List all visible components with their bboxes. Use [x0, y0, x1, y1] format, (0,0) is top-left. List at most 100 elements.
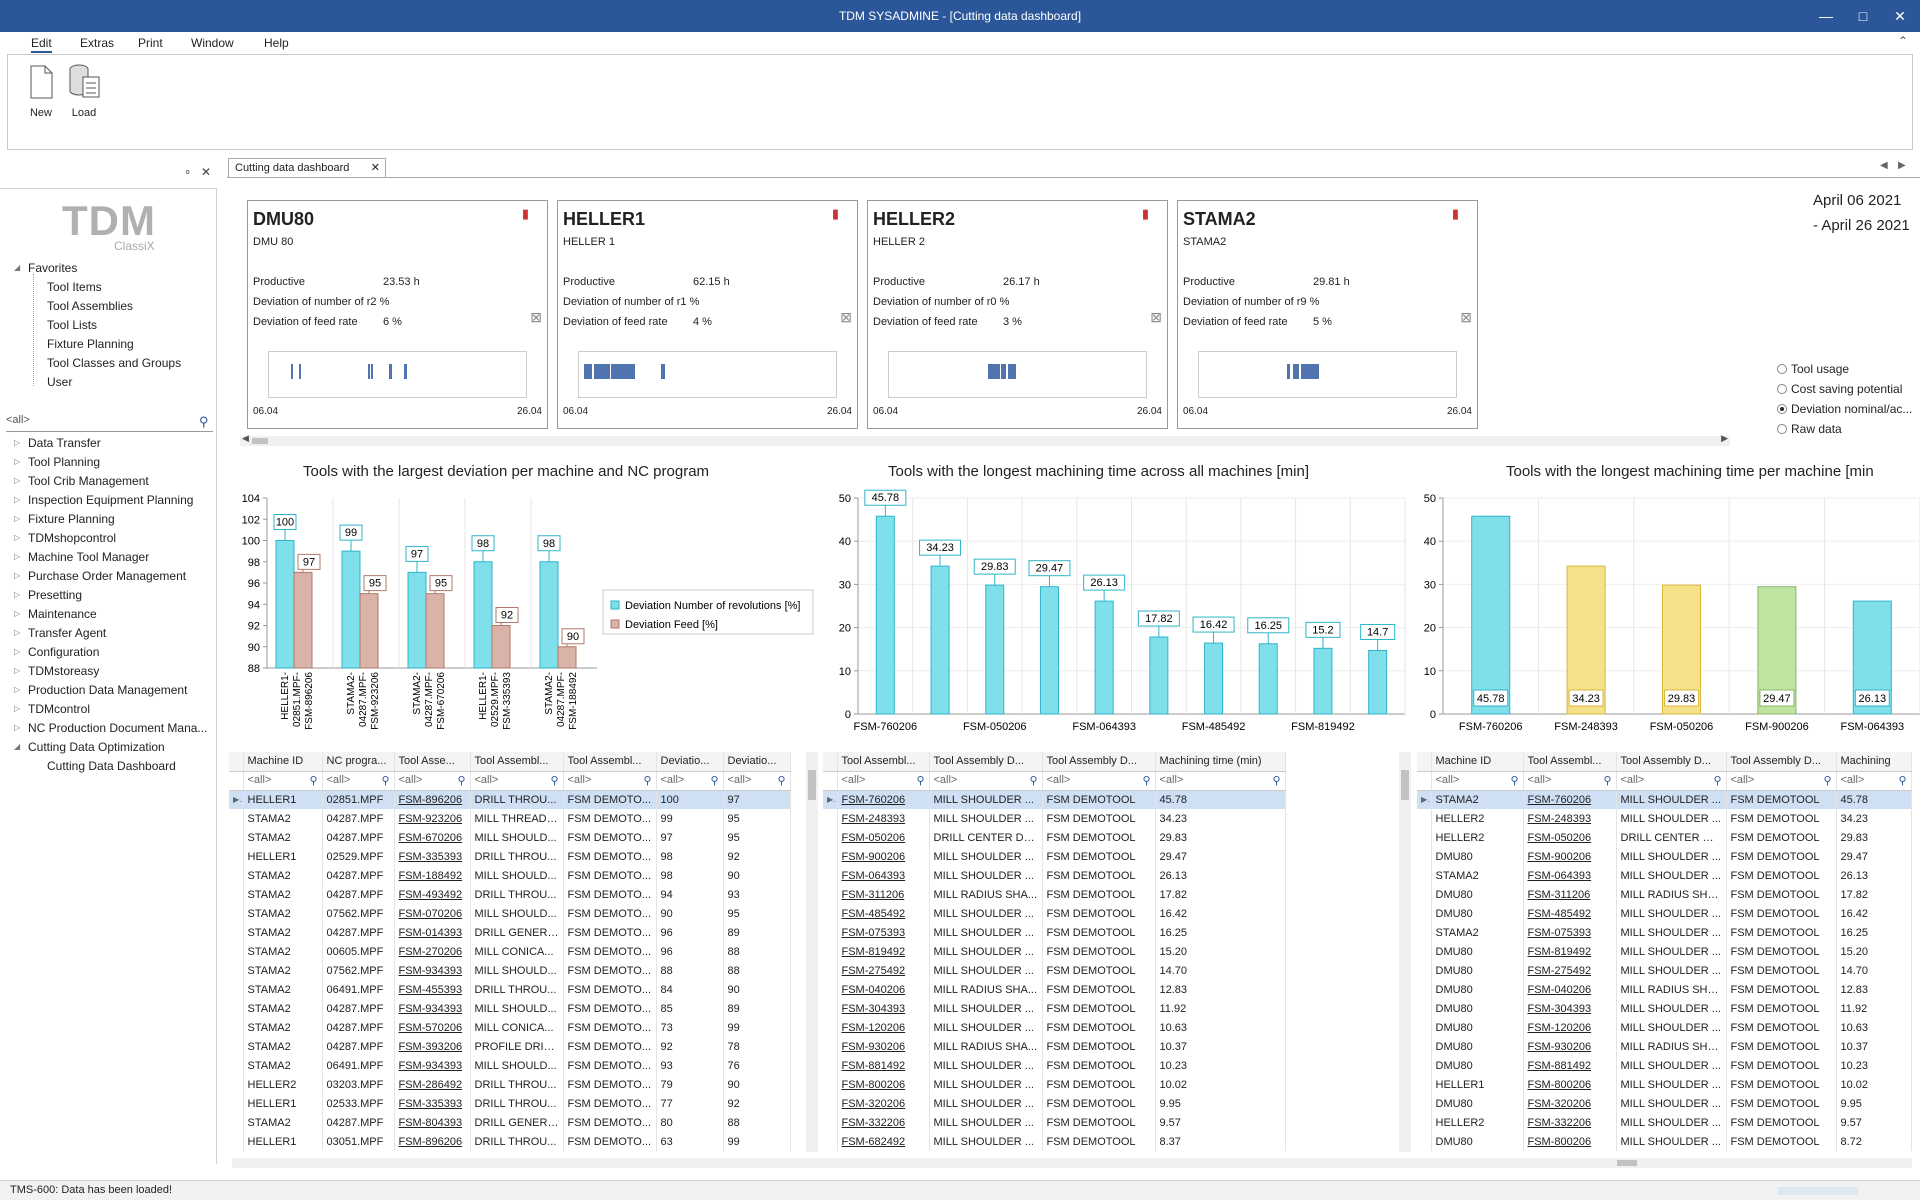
search-icon[interactable]: ⚲: [199, 414, 209, 429]
table-row[interactable]: DMU80 FSM-311206 MILL RADIUS SHA... FSM DEM…: [1417, 885, 1912, 904]
table-row[interactable]: STAMA2 04287.MPF FSM-804393 DRILL GENERA...…: [229, 1113, 791, 1132]
pin-icon[interactable]: ⚬: [183, 167, 193, 179]
tool-assembly-link[interactable]: FSM-075393: [837, 923, 930, 942]
tool-assembly-link[interactable]: FSM-485492: [837, 904, 930, 923]
table-row[interactable]: FSM-900206 MILL SHOULDER ... FSM DEMOTOOL 2…: [823, 847, 1286, 866]
tool-assembly-link[interactable]: FSM-332206: [1523, 1113, 1617, 1132]
tool-assembly-link[interactable]: FSM-014393: [394, 923, 471, 942]
grid1-scrollbar[interactable]: [806, 752, 818, 1152]
panel-close-icon[interactable]: ✕: [201, 165, 212, 179]
content-horizontal-scrollbar[interactable]: [232, 1158, 1912, 1168]
tree-module-item[interactable]: Purchase Order Management: [28, 569, 187, 583]
tool-assembly-link[interactable]: FSM-248393: [1523, 809, 1617, 828]
tool-assembly-link[interactable]: FSM-900206: [1523, 847, 1617, 866]
minimize-icon[interactable]: —: [1819, 8, 1833, 24]
column-header[interactable]: Deviatio...: [656, 752, 724, 772]
table-row[interactable]: FSM-248393 MILL SHOULDER ... FSM DEMOTOOL 3…: [823, 809, 1286, 828]
table-row[interactable]: ▶ STAMA2 FSM-760206 MILL SHOULDER ... FSM DE…: [1417, 790, 1912, 809]
tool-assembly-link[interactable]: FSM-670206: [394, 828, 471, 847]
tree-module-item[interactable]: TDMshopcontrol: [28, 531, 117, 545]
tool-assembly-link[interactable]: FSM-896206: [394, 790, 471, 809]
tool-assembly-link[interactable]: FSM-934393: [394, 1056, 471, 1075]
expand-icon[interactable]: ◢: [14, 742, 21, 751]
table-row[interactable]: STAMA2 04287.MPF FSM-393206 PROFILE DRILL..…: [229, 1037, 791, 1056]
expand-icon[interactable]: ▷: [14, 571, 21, 580]
tree-module-item[interactable]: Tool Planning: [28, 455, 101, 469]
view-radio[interactable]: Raw data: [1777, 422, 1842, 436]
table-row[interactable]: DMU80 FSM-930206 MILL RADIUS SHA... FSM DEM…: [1417, 1037, 1912, 1056]
table-row[interactable]: STAMA2 04287.MPF FSM-670206 MILL SHOULD... F…: [229, 828, 791, 847]
tool-assembly-link[interactable]: FSM-493492: [394, 885, 471, 904]
expand-card-icon[interactable]: ⊠: [1460, 309, 1472, 325]
tree-module-item[interactable]: TDMcontrol: [28, 702, 91, 716]
expand-icon[interactable]: ▷: [14, 552, 21, 561]
tool-assembly-link[interactable]: FSM-800206: [837, 1075, 930, 1094]
tree-module-item[interactable]: Configuration: [28, 645, 100, 659]
machine-card[interactable]: HELLER2 HELLER 2 ▮ Productive 26.17 h De…: [867, 200, 1168, 429]
table-row[interactable]: FSM-819492 MILL SHOULDER ... FSM DEMOTOOL 1…: [823, 942, 1286, 961]
close-icon[interactable]: ✕: [1894, 8, 1906, 24]
expand-icon[interactable]: ▷: [14, 723, 21, 732]
radio-icon[interactable]: [1777, 404, 1787, 414]
column-header[interactable]: Tool Assembly D...: [929, 752, 1043, 772]
expand-card-icon[interactable]: ⊠: [1150, 309, 1162, 325]
table-row[interactable]: FSM-485492 MILL SHOULDER ... FSM DEMOTOOL 1…: [823, 904, 1286, 923]
table-row[interactable]: HELLER1 02529.MPF FSM-335393 DRILL THROU...…: [229, 847, 791, 866]
tree-cutting-data-dashboard[interactable]: Cutting Data Dashboard: [47, 759, 176, 773]
table-row[interactable]: DMU80 FSM-900206 MILL SHOULDER ... FSM DEMO…: [1417, 847, 1912, 866]
tree-favorite-item[interactable]: Tool Items: [47, 280, 102, 294]
tool-assembly-link[interactable]: FSM-064393: [1523, 866, 1617, 885]
tool-assembly-link[interactable]: FSM-760206: [837, 790, 930, 809]
table-row[interactable]: HELLER2 FSM-248393 MILL SHOULDER ... FSM DE…: [1417, 809, 1912, 828]
table-row[interactable]: HELLER1 03051.MPF FSM-896206 DRILL THROU...…: [229, 1132, 791, 1151]
tool-assembly-link[interactable]: FSM-881492: [1523, 1056, 1617, 1075]
table-row[interactable]: HELLER2 FSM-050206 DRILL CENTER DR... FSM D…: [1417, 828, 1912, 847]
tree-module-item[interactable]: Inspection Equipment Planning: [28, 493, 194, 507]
expand-icon[interactable]: ▷: [14, 476, 21, 485]
column-header[interactable]: Tool Assembl...: [470, 752, 564, 772]
view-radio[interactable]: Cost saving potential: [1777, 382, 1902, 396]
tool-assembly-link[interactable]: FSM-050206: [1523, 828, 1617, 847]
table-row[interactable]: DMU80 FSM-819492 MILL SHOULDER ... FSM DEMO…: [1417, 942, 1912, 961]
column-filter-input[interactable]: <all> ⚲: [1155, 771, 1286, 791]
tool-assembly-link[interactable]: FSM-485492: [1523, 904, 1617, 923]
expand-icon[interactable]: ▷: [14, 666, 21, 675]
tool-assembly-link[interactable]: FSM-819492: [1523, 942, 1617, 961]
table-row[interactable]: STAMA2 04287.MPF FSM-923206 MILL THREAD ...…: [229, 809, 791, 828]
tab-close-icon[interactable]: ✕: [370, 162, 380, 174]
column-header[interactable]: Tool Asse...: [394, 752, 471, 772]
tool-assembly-link[interactable]: FSM-760206: [1523, 790, 1617, 809]
tool-assembly-link[interactable]: FSM-819492: [837, 942, 930, 961]
tree-module-item[interactable]: Maintenance: [28, 607, 97, 621]
table-row[interactable]: ▶ FSM-760206 MILL SHOULDER ... FSM DEMOTOOL…: [823, 790, 1286, 809]
expand-icon[interactable]: ▷: [14, 704, 21, 713]
table-row[interactable]: DMU80 FSM-304393 MILL SHOULDER ... FSM DEMO…: [1417, 999, 1912, 1018]
expand-icon[interactable]: ▷: [14, 533, 21, 542]
table-row[interactable]: FSM-332206 MILL SHOULDER ... FSM DEMOTOOL 9…: [823, 1113, 1286, 1132]
menu-window[interactable]: Window: [191, 36, 234, 50]
table-row[interactable]: DMU80 FSM-485492 MILL SHOULDER ... FSM DEMO…: [1417, 904, 1912, 923]
tree-favorite-item[interactable]: Tool Lists: [47, 318, 98, 332]
grid2-scrollbar[interactable]: [1399, 752, 1411, 1152]
tool-assembly-link[interactable]: FSM-304393: [1523, 999, 1617, 1018]
table-row[interactable]: FSM-075393 MILL SHOULDER ... FSM DEMOTOOL 1…: [823, 923, 1286, 942]
column-filter-input[interactable]: <all> ⚲: [656, 771, 724, 791]
table-row[interactable]: DMU80 FSM-800206 MILL SHOULDER ... FSM DEMO…: [1417, 1132, 1912, 1151]
table-row[interactable]: FSM-064393 MILL SHOULDER ... FSM DEMOTOOL 2…: [823, 866, 1286, 885]
tool-assembly-link[interactable]: FSM-930206: [1523, 1037, 1617, 1056]
column-filter-input[interactable]: <all> ⚲: [1042, 771, 1156, 791]
table-row[interactable]: DMU80 FSM-040206 MILL RADIUS SHA... FSM DEM…: [1417, 980, 1912, 999]
radio-icon[interactable]: [1777, 364, 1787, 374]
expand-icon[interactable]: ▷: [14, 495, 21, 504]
tool-assembly-link[interactable]: FSM-682492: [837, 1132, 930, 1151]
radio-icon[interactable]: [1777, 424, 1787, 434]
tool-assembly-link[interactable]: FSM-923206: [394, 809, 471, 828]
tool-assembly-link[interactable]: FSM-311206: [1523, 885, 1617, 904]
column-filter-input[interactable]: <all> ⚲: [1431, 771, 1524, 791]
expand-icon[interactable]: ▷: [14, 628, 21, 637]
table-row[interactable]: FSM-040206 MILL RADIUS SHA... FSM DEMOTOOL…: [823, 980, 1286, 999]
table-row[interactable]: STAMA2 07562.MPF FSM-934393 MILL SHOULD... F…: [229, 961, 791, 980]
table-row[interactable]: HELLER2 03203.MPF FSM-286492 DRILL THROU...…: [229, 1075, 791, 1094]
expand-icon[interactable]: ▷: [14, 685, 21, 694]
column-header[interactable]: Machining time (min): [1155, 752, 1286, 772]
